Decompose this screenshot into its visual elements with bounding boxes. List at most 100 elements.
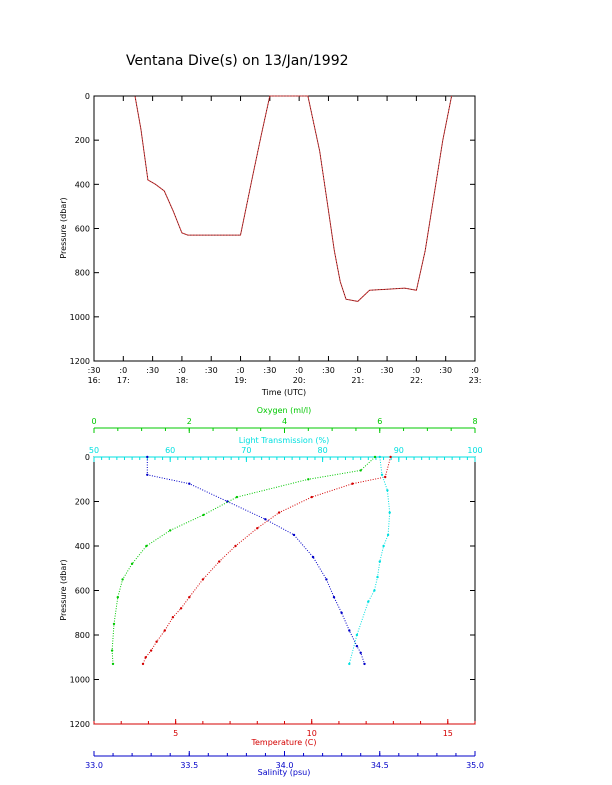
temperature-profile-point	[351, 482, 354, 485]
top-x-tick-label: :30	[263, 366, 276, 375]
temperature-profile-point	[201, 578, 205, 581]
light-profile-point	[373, 589, 376, 592]
salinity-profile-point	[264, 518, 267, 521]
light-profile-point	[367, 600, 370, 603]
top-y-tick-label: 800	[75, 269, 90, 278]
oxygen-profile-point	[145, 544, 148, 548]
temperature-axis-tick-label: 5	[173, 729, 178, 738]
light-profile	[348, 456, 391, 665]
top-y-axis: 0 200 400 600 800 1000 1200	[70, 92, 475, 366]
temperature-profile-point	[179, 607, 183, 610]
bottom-y-tick-label: 0	[85, 453, 90, 462]
top-x-tick-label: :30	[205, 366, 218, 375]
light-profile-point	[380, 473, 384, 476]
salinity-profile-point	[325, 578, 328, 581]
temperature-profile-point	[155, 640, 158, 643]
top-x-tick-label: :30	[381, 366, 394, 375]
salinity-axis-tick-label: 33.0	[85, 761, 103, 770]
top-x-axis-label: Time (UTC)	[261, 388, 306, 397]
salinity-profile-point	[332, 596, 336, 599]
oxygen-profile-point	[169, 529, 172, 532]
salinity-profile-point	[146, 473, 149, 476]
top-x-tick-label: :0	[471, 366, 479, 375]
light-axis-tick-label: 60	[165, 446, 175, 455]
oxygen-axis-label: Oxygen (ml/l)	[257, 406, 312, 415]
pressure-time-line-overlay	[134, 95, 452, 302]
top-x-tick-hour-label: 23:	[469, 376, 482, 385]
light-profile-point	[386, 489, 389, 492]
top-y-tick-label: 1000	[70, 313, 90, 322]
salinity-axis-tick-label: 33.5	[180, 761, 198, 770]
top-x-tick-label: :0	[412, 366, 420, 375]
top-x-tick-label: :0	[354, 366, 362, 375]
salinity-axis-tick-label: 34.0	[276, 761, 294, 770]
bottom-series-group	[110, 455, 392, 666]
salinity-profile-point	[348, 629, 351, 632]
salinity-profile-point	[363, 662, 366, 666]
light-profile-point	[348, 662, 351, 666]
salinity-profile-point	[340, 611, 343, 614]
top-y-tick-label: 600	[75, 225, 90, 234]
salinity-axis-tick-label: 35.0	[466, 761, 484, 770]
salinity-axis: 33.0 33.5 34.0 34.5 35.0	[85, 751, 484, 770]
top-y-tick-label: 200	[75, 136, 90, 145]
light-axis-tick-label: 80	[318, 446, 328, 455]
top-x-tick-label: :30	[439, 366, 452, 375]
top-x-tick-label: :0	[178, 366, 186, 375]
salinity-axis-tick-label: 34.5	[371, 761, 389, 770]
light-profile-point	[376, 575, 379, 579]
temperature-profile-point	[141, 662, 145, 666]
light-profile-point	[378, 455, 381, 459]
oxygen-axis-tick-label: 4	[282, 417, 287, 426]
light-axis-label: Light Transmission (%)	[239, 436, 330, 445]
temperature-profile-point	[310, 495, 313, 499]
oxygen-profile-point	[130, 562, 134, 565]
oxygen-profile-point	[112, 622, 116, 626]
oxygen-profile-point	[235, 495, 239, 499]
oxygen-profile-point	[121, 578, 124, 581]
salinity-axis-label: Salinity (psu)	[258, 768, 311, 777]
bottom-y-tick-label: 800	[75, 631, 90, 640]
temperature-profile-point	[389, 455, 392, 459]
bottom-plot-frame	[93, 456, 476, 725]
oxygen-axis-tick-label: 8	[472, 417, 477, 426]
light-axis-tick-label: 90	[394, 446, 404, 455]
oxygen-axis: 0 2 4 6 8	[91, 417, 478, 433]
pressure-time-line	[134, 95, 453, 302]
temperature-profile-point	[218, 560, 221, 563]
salinity-profile-point	[292, 533, 296, 537]
bottom-y-axis-label: Pressure (dbar)	[59, 559, 68, 620]
top-x-tick-hour-label: 18:	[175, 376, 188, 385]
oxygen-axis-tick-label: 2	[187, 417, 192, 426]
light-profile-point	[355, 633, 359, 637]
salinity-profile	[146, 457, 365, 665]
light-axis-tick-label: 70	[241, 446, 251, 455]
top-plot-frame	[93, 95, 476, 362]
light-profile-point	[388, 511, 391, 514]
oxygen-profile-point	[110, 649, 114, 652]
temperature-profile-point	[144, 656, 147, 659]
oxygen-profile-point	[359, 469, 362, 472]
light-profile-point	[382, 544, 385, 548]
bottom-y-tick-label: 1000	[70, 676, 90, 685]
temperature-profile-point	[188, 596, 191, 599]
top-y-axis-label: Pressure (dbar)	[59, 197, 68, 258]
top-x-tick-label: :30	[88, 366, 101, 375]
temperature-axis-tick-label: 15	[443, 729, 453, 738]
oxygen-profile-point	[307, 478, 310, 481]
temperature-profile	[142, 456, 392, 665]
bottom-panel: 0 200 400 600 800 1000 1200 0 2 4 6 8 Oxygen (ml/l…	[59, 406, 484, 777]
temperature-axis-label: Temperature (C)	[250, 738, 316, 747]
temperature-profile-point	[384, 475, 387, 479]
top-x-tick-label: :0	[237, 366, 245, 375]
salinity-profile-point	[311, 555, 315, 559]
bottom-y-tick-label: 400	[75, 542, 90, 551]
top-x-tick-hour-label: 20:	[293, 376, 306, 385]
temperature-profile-point	[277, 511, 281, 514]
oxygen-axis-tick-label: 6	[377, 417, 382, 426]
top-x-tick-label: :0	[295, 366, 303, 375]
temperature-profile-point	[171, 616, 175, 619]
light-profile-point	[386, 533, 390, 537]
